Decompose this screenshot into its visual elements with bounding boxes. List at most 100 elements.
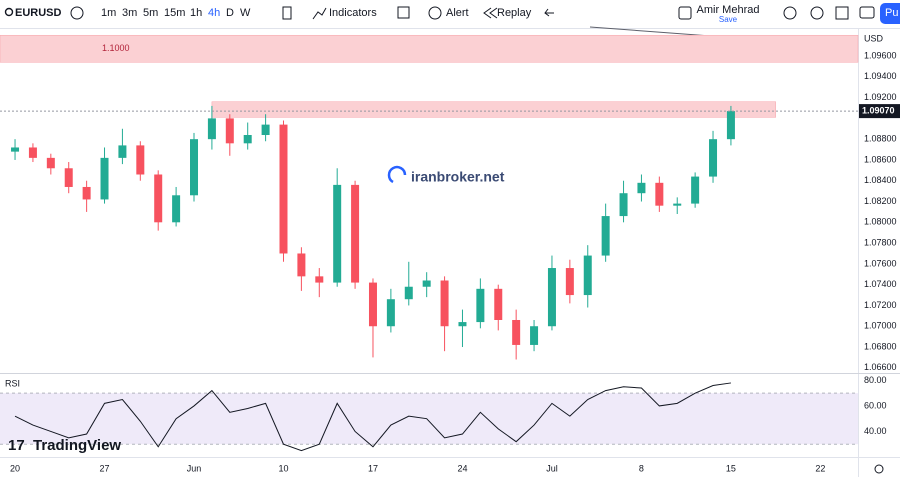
candle-body <box>368 282 377 327</box>
candle-body <box>315 276 324 283</box>
candle-body <box>655 182 664 206</box>
watermark: iranbroker.net <box>411 169 505 185</box>
x-tick-label: 22 <box>815 463 825 473</box>
candle-body <box>404 286 413 300</box>
candle-body <box>673 203 682 206</box>
candle-body <box>172 195 181 223</box>
layouts[interactable] <box>397 6 410 19</box>
y-tick-label: 1.08600 <box>864 154 897 164</box>
candle-body <box>494 288 503 320</box>
x-tick-label: Jul <box>546 463 558 473</box>
x-tick-label: 27 <box>100 463 110 473</box>
candle-body <box>243 135 252 144</box>
fullscreen[interactable] <box>835 6 849 20</box>
layout-box[interactable] <box>678 6 692 20</box>
rsi-line <box>14 382 731 452</box>
candle-body <box>225 118 234 144</box>
x-tick-label: 20 <box>10 463 20 473</box>
candle-body <box>476 288 485 323</box>
search-icon[interactable] <box>4 7 14 17</box>
replay-icon[interactable] <box>483 7 498 19</box>
interval[interactable]: 1h <box>190 7 202 19</box>
tool-icon[interactable] <box>783 6 797 20</box>
candle-body <box>619 193 628 217</box>
interval[interactable]: 3m <box>122 7 137 19</box>
interval[interactable]: W <box>240 7 251 19</box>
last-price-box <box>859 104 900 119</box>
axis-settings[interactable] <box>874 464 884 474</box>
candle-body <box>82 186 91 200</box>
candle-body <box>190 139 199 196</box>
price-zone <box>211 101 776 118</box>
y-tick-label: 1.08800 <box>864 134 897 144</box>
x-tick-label: 17 <box>368 463 378 473</box>
candle-body <box>458 322 467 327</box>
candle-body <box>261 124 270 136</box>
candle-body <box>11 147 20 152</box>
candle-body <box>154 174 163 223</box>
toolbar <box>0 0 900 28</box>
rsi-tick-label: 60.00 <box>864 400 887 410</box>
candle-body <box>386 299 395 327</box>
candle-body <box>726 111 735 140</box>
candle-body <box>601 216 610 256</box>
replay[interactable]: Replay <box>497 7 532 19</box>
y-tick-label: 1.07400 <box>864 279 897 289</box>
settings[interactable] <box>810 6 824 20</box>
candle-body <box>136 145 145 175</box>
indicators-icon[interactable] <box>312 7 327 20</box>
interval[interactable]: D <box>226 7 234 19</box>
candle-body <box>28 147 37 158</box>
y-tick-label: 1.09600 <box>864 50 897 60</box>
currency: USD <box>864 33 884 43</box>
candle-body <box>440 280 449 327</box>
interval[interactable]: 15m <box>164 7 185 19</box>
user-name[interactable]: Amir Mehrad <box>697 4 760 16</box>
interval[interactable]: 1m <box>101 7 116 19</box>
undo[interactable] <box>544 8 554 17</box>
publish[interactable]: Pu <box>885 7 898 19</box>
x-tick-label: 15 <box>726 463 736 473</box>
chart-type[interactable] <box>282 6 292 20</box>
symbol[interactable]: EURUSD <box>15 7 62 19</box>
indicators[interactable]: Indicators <box>329 7 377 19</box>
candle-body <box>333 184 342 283</box>
logo: TradingView <box>33 437 121 454</box>
candle-body <box>637 182 646 194</box>
y-tick-label: 1.07600 <box>864 258 897 268</box>
save[interactable]: Save <box>719 15 738 24</box>
rsi-name: RSI <box>5 378 20 388</box>
y-tick-label: 1.07200 <box>864 300 897 310</box>
y-tick-label: 1.07800 <box>864 237 897 247</box>
candle-body <box>583 255 592 296</box>
rsi-band <box>0 393 858 445</box>
snapshot[interactable] <box>859 6 875 19</box>
interval[interactable]: 5m <box>143 7 158 19</box>
alert-icon[interactable] <box>428 6 442 20</box>
add-symbol[interactable] <box>70 6 84 20</box>
candle-body <box>118 145 127 158</box>
publish-button[interactable] <box>880 3 900 24</box>
y-tick-label: 1.06600 <box>864 362 897 372</box>
y-tick-label: 1.08200 <box>864 196 897 206</box>
interval-active[interactable]: 4h <box>208 7 220 19</box>
y-tick-label: 1.08400 <box>864 175 897 185</box>
candle-body <box>422 280 431 287</box>
candle-body <box>351 184 360 283</box>
candle-body <box>279 124 288 254</box>
zone-label: 1.1000 <box>102 43 130 53</box>
x-tick-label: 10 <box>278 463 288 473</box>
candle-body <box>46 157 55 169</box>
candle-body <box>64 168 73 187</box>
candle-body <box>100 157 109 200</box>
candle-body <box>207 118 216 140</box>
price-zone <box>0 34 859 63</box>
y-tick-label: 1.09400 <box>864 71 897 81</box>
x-tick-label: 24 <box>457 463 467 473</box>
candle-body <box>530 326 539 345</box>
y-tick-label: 1.07000 <box>864 321 897 331</box>
alert[interactable]: Alert <box>446 7 469 19</box>
y-tick-label: 1.09200 <box>864 92 897 102</box>
candle-body <box>565 268 574 296</box>
